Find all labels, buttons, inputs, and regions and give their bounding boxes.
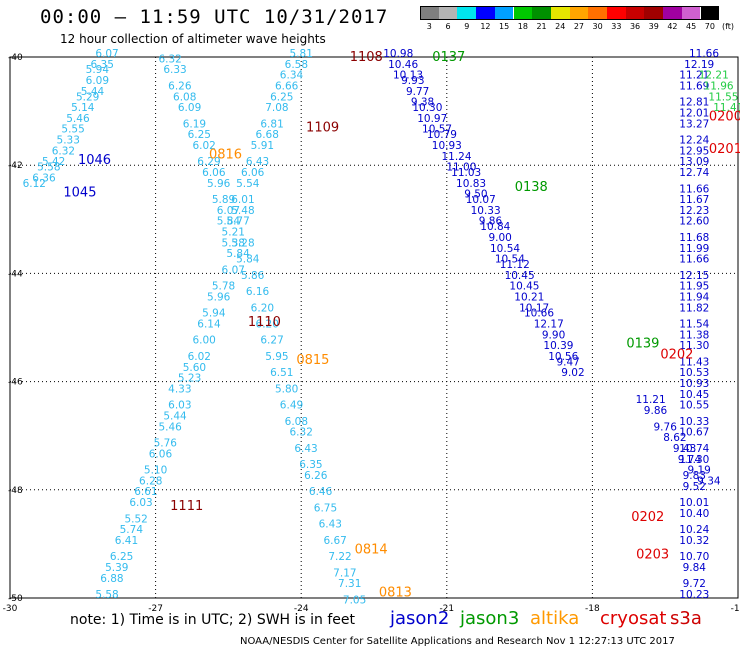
- wave-height-label: 6.12: [23, 178, 46, 190]
- y-tick-label: -46: [8, 378, 23, 388]
- wave-height-label: 5.96: [207, 291, 231, 303]
- wave-height-label: 7.08: [265, 102, 288, 114]
- pass-time-label: 1110: [248, 315, 281, 330]
- wave-height-label: 6.41: [115, 535, 138, 547]
- wave-height-label: 7.31: [338, 578, 361, 590]
- satellite-label: s3a: [670, 608, 702, 629]
- wave-height-label: 6.75: [314, 502, 337, 514]
- wave-height-label: 13.27: [679, 118, 709, 130]
- satellite-label: cryosat: [600, 608, 666, 629]
- wave-height-label: 5.96: [207, 178, 231, 190]
- pass-time-label: 1109: [306, 120, 339, 135]
- y-tick-label: -48: [8, 486, 23, 496]
- x-tick-label: -18: [585, 604, 600, 614]
- wave-height-label: 6.33: [163, 64, 186, 76]
- wave-height-label: 6.00: [192, 335, 215, 347]
- wave-height-label: 12.60: [679, 216, 709, 228]
- pass-time-label: 0139: [626, 337, 659, 352]
- wave-height-label: 5.46: [158, 421, 182, 433]
- pass-time-label: 0137: [432, 50, 465, 65]
- wave-height-label: 6.49: [280, 400, 303, 412]
- wave-height-label: 10.32: [679, 535, 709, 547]
- pass-time-label: 0813: [379, 586, 412, 601]
- pass-time-label: 0814: [355, 542, 388, 557]
- x-tick-label: -30: [3, 604, 18, 614]
- pass-time-label: 1108: [350, 50, 383, 65]
- wave-height-label: 6.26: [304, 470, 328, 482]
- wave-height-label: 7.05: [343, 594, 366, 606]
- wave-height-label: 5.95: [265, 351, 288, 363]
- wave-height-label: 6.27: [260, 335, 283, 347]
- wave-height-label: 6.43: [319, 519, 342, 531]
- pass-time-label: 0202: [631, 510, 664, 525]
- wave-height-label: 6.03: [129, 497, 152, 509]
- pass-time-label: 0815: [296, 353, 329, 368]
- y-tick-label: -40: [8, 53, 23, 63]
- x-tick-label: -15: [731, 604, 740, 614]
- wave-height-label: 12.74: [679, 167, 709, 179]
- pass-time-label: 0200: [709, 110, 740, 125]
- pass-time-label: 0201: [709, 142, 740, 157]
- pass-time-label: 1111: [170, 499, 203, 514]
- wave-height-label: 11.82: [679, 302, 709, 314]
- wave-height-label: 6.43: [294, 443, 317, 455]
- wave-height-label: 9.02: [561, 367, 584, 379]
- y-tick-label: -50: [8, 594, 23, 604]
- y-tick-label: -42: [8, 161, 23, 171]
- wave-height-label: 7.22: [328, 551, 351, 563]
- pass-time-label: 1045: [63, 185, 96, 200]
- wave-height-label: 10.23: [679, 589, 709, 601]
- wave-height-label: 6.16: [246, 286, 270, 298]
- plot-frame: [10, 57, 738, 598]
- pass-time-label: 0203: [636, 548, 669, 563]
- wave-height-label: 5.84: [236, 254, 260, 266]
- pass-time-label: 0202: [660, 348, 693, 363]
- chart-stage: 00:00 — 11:59 UTC 10/31/2017 12 hour col…: [0, 0, 740, 650]
- wave-height-label: 6.67: [323, 535, 346, 547]
- wave-height-label: 6.46: [309, 486, 333, 498]
- wave-height-label: 9.86: [644, 405, 668, 417]
- wave-height-label: 5.86: [241, 270, 265, 282]
- altimeter-plot: -30-27-24-21-18-15-40-42-44-46-48-506.07…: [0, 0, 740, 650]
- wave-height-label: 9.34: [697, 475, 721, 487]
- credit-line: NOAA/NESDIS Center for Satellite Applica…: [240, 636, 675, 647]
- satellite-label: altika: [530, 608, 579, 629]
- wave-height-label: 6.20: [251, 302, 274, 314]
- wave-height-label: 10.55: [679, 400, 709, 412]
- satellite-label: jason3: [460, 608, 519, 629]
- wave-height-label: 6.14: [197, 319, 221, 331]
- wave-height-label: 5.91: [251, 140, 274, 152]
- wave-height-label: 5.80: [275, 383, 298, 395]
- wave-height-label: 5.28: [231, 237, 254, 249]
- wave-height-label: 6.88: [100, 573, 123, 585]
- wave-height-label: 6.32: [290, 427, 313, 439]
- wave-height-label: 5.58: [95, 589, 118, 601]
- pass-time-label: 1046: [78, 153, 111, 168]
- pass-time-label: 0816: [209, 147, 242, 162]
- footnote: note: 1) Time is in UTC; 2) SWH is in fe…: [70, 612, 355, 628]
- wave-height-label: 6.09: [178, 102, 201, 114]
- wave-height-label: 11.66: [679, 254, 709, 266]
- wave-height-label: 5.54: [236, 178, 260, 190]
- satellite-label: jason2: [390, 608, 449, 629]
- wave-height-label: 6.06: [149, 448, 173, 460]
- wave-height-label: 9.84: [683, 562, 707, 574]
- y-tick-label: -44: [8, 269, 23, 279]
- wave-height-label: 4.33: [168, 383, 191, 395]
- wave-height-label: 6.51: [270, 367, 293, 379]
- pass-time-label: 0138: [515, 180, 548, 195]
- wave-height-label: 5.77: [226, 216, 249, 228]
- wave-height-label: 10.40: [679, 508, 709, 520]
